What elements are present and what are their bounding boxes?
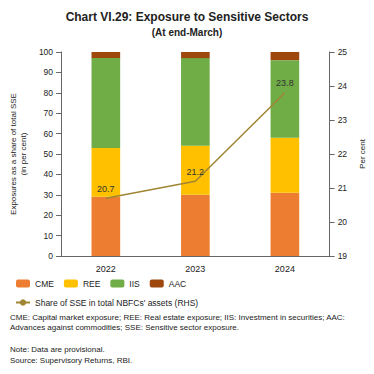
svg-text:CME: Capital market exposure;: CME: Capital market exposure; REE: Real … <box>10 313 347 322</box>
svg-text:30: 30 <box>44 190 54 200</box>
svg-text:40: 40 <box>44 169 54 179</box>
svg-text:50: 50 <box>44 149 54 159</box>
svg-text:10: 10 <box>44 231 54 241</box>
svg-text:2023: 2023 <box>185 264 205 274</box>
svg-text:21: 21 <box>338 183 348 193</box>
svg-text:REE: REE <box>83 279 101 289</box>
svg-text:CME: CME <box>35 279 54 289</box>
svg-text:60: 60 <box>44 129 54 139</box>
svg-text:0: 0 <box>48 251 53 261</box>
svg-text:70: 70 <box>44 108 54 118</box>
svg-text:25: 25 <box>338 47 348 57</box>
svg-text:(in per cent): (in per cent) <box>19 132 28 175</box>
svg-text:90: 90 <box>44 67 54 77</box>
svg-text:20: 20 <box>338 217 348 227</box>
svg-text:23: 23 <box>338 115 348 125</box>
svg-text:2022: 2022 <box>96 264 116 274</box>
svg-text:Per cent: Per cent <box>358 138 367 169</box>
svg-text:22: 22 <box>338 149 348 159</box>
svg-text:Advances against commodities;: Advances against commodities; SSE: Sensi… <box>10 323 239 332</box>
svg-text:IIS: IIS <box>129 279 140 289</box>
svg-text:(At end-March): (At end-March) <box>152 27 223 38</box>
svg-text:20: 20 <box>44 210 54 220</box>
svg-text:80: 80 <box>44 88 54 98</box>
svg-text:20.7: 20.7 <box>97 184 115 194</box>
svg-text:21.2: 21.2 <box>187 167 205 177</box>
svg-text:23.8: 23.8 <box>276 78 294 88</box>
svg-text:AAC: AAC <box>169 279 186 289</box>
svg-text:Source: Supervisory Returns, R: Source: Supervisory Returns, RBI. <box>10 356 132 365</box>
svg-text:Note: Data are provisional.: Note: Data are provisional. <box>10 345 105 354</box>
svg-text:100: 100 <box>39 47 53 57</box>
svg-text:Share of SSE in total NBFCs' a: Share of SSE in total NBFCs' assets (RHS… <box>35 298 198 308</box>
svg-text:24: 24 <box>338 81 348 91</box>
svg-text:Chart VI.29: Exposure to Sensi: Chart VI.29: Exposure to Sensitive Secto… <box>66 10 309 24</box>
svg-text:19: 19 <box>338 251 348 261</box>
svg-text:Exposures as a share of total: Exposures as a share of total SSE <box>9 93 18 215</box>
svg-text:2024: 2024 <box>275 264 295 274</box>
